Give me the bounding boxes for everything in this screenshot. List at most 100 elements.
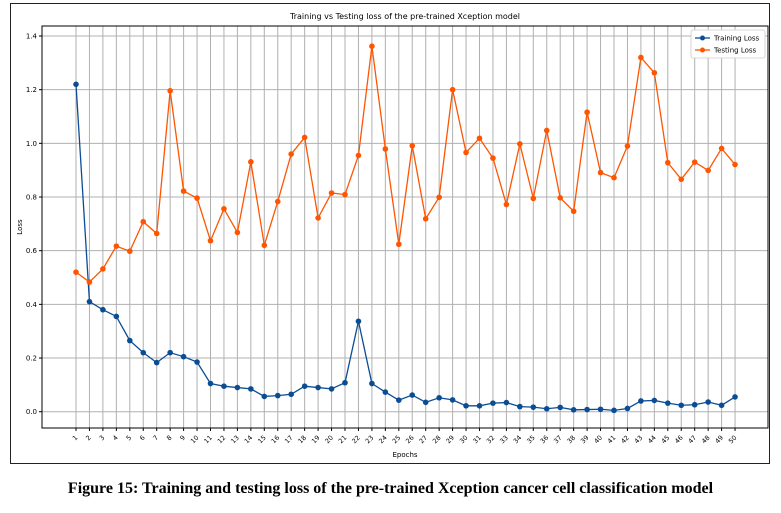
training-loss-point bbox=[73, 81, 79, 88]
training-loss-point bbox=[584, 406, 590, 413]
plot-area bbox=[41, 25, 769, 429]
y-tick-label: 1.0 bbox=[26, 140, 37, 148]
training-loss-point bbox=[732, 394, 738, 400]
training-loss-point bbox=[651, 397, 658, 404]
training-loss-point bbox=[678, 402, 685, 409]
training-loss-point bbox=[301, 383, 308, 390]
testing-loss-point bbox=[328, 190, 335, 196]
y-tick-label: 0.4 bbox=[26, 301, 38, 309]
y-tick-label: 1.4 bbox=[26, 33, 38, 41]
x-tick-label: 41 bbox=[606, 434, 618, 446]
testing-loss-point bbox=[167, 87, 173, 94]
training-loss-point bbox=[503, 399, 510, 406]
training-loss-point bbox=[86, 298, 93, 305]
training-loss-point bbox=[705, 399, 711, 405]
figure-caption: Figure 15: Training and testing loss of … bbox=[67, 480, 714, 497]
training-loss-point bbox=[449, 397, 456, 403]
x-tick-label: 48 bbox=[700, 434, 712, 446]
x-tick-label: 15 bbox=[256, 434, 268, 446]
training-loss-point bbox=[382, 389, 389, 395]
legend-label: Testing Loss bbox=[713, 47, 757, 55]
testing-loss-point bbox=[100, 266, 106, 272]
x-tick-label: 23 bbox=[364, 434, 376, 446]
training-loss-point bbox=[342, 379, 348, 386]
training-loss-point bbox=[490, 400, 496, 406]
testing-loss-point bbox=[207, 237, 214, 244]
x-tick-label: 16 bbox=[270, 434, 282, 446]
training-loss-point bbox=[597, 406, 604, 413]
x-axis-label: Epochs bbox=[392, 451, 417, 459]
y-tick-label: 0.6 bbox=[26, 247, 38, 255]
training-loss-point bbox=[463, 402, 469, 409]
x-tick-label: 19 bbox=[310, 434, 322, 446]
x-tick-label: 4 bbox=[111, 434, 120, 443]
x-tick-label: 32 bbox=[485, 434, 497, 446]
testing-loss-point bbox=[234, 229, 241, 236]
testing-loss-point bbox=[638, 54, 644, 61]
testing-loss-point bbox=[342, 191, 348, 198]
legend-label: Training Loss bbox=[713, 35, 760, 43]
testing-loss-point bbox=[490, 155, 496, 161]
x-tick-label: 45 bbox=[660, 434, 672, 446]
x-tick-label: 38 bbox=[566, 434, 578, 446]
testing-loss-point bbox=[422, 215, 429, 222]
x-tick-label: 17 bbox=[283, 434, 295, 446]
training-loss-point bbox=[570, 407, 577, 413]
x-tick-label: 3 bbox=[98, 434, 107, 443]
training-loss-point bbox=[194, 359, 200, 365]
x-tick-label: 42 bbox=[619, 434, 631, 446]
testing-loss-point bbox=[140, 218, 147, 225]
y-tick-label: 0.0 bbox=[26, 408, 37, 416]
training-loss-point bbox=[328, 386, 335, 392]
x-tick-label: 2 bbox=[84, 434, 93, 443]
x-tick-label: 1 bbox=[71, 434, 80, 443]
testing-loss-point bbox=[476, 135, 483, 142]
training-loss-point bbox=[127, 337, 133, 344]
x-tick-label: 22 bbox=[350, 434, 362, 446]
y-tick-label: 0.8 bbox=[26, 194, 37, 202]
x-tick-label: 39 bbox=[579, 434, 591, 446]
testing-loss-point bbox=[194, 195, 200, 201]
x-tick-label: 46 bbox=[673, 434, 685, 446]
testing-loss-point bbox=[436, 194, 442, 201]
testing-loss-point bbox=[248, 159, 254, 165]
testing-loss-point bbox=[530, 195, 537, 202]
legend-box bbox=[690, 29, 766, 59]
testing-loss-point bbox=[355, 152, 362, 159]
testing-loss-point bbox=[127, 248, 133, 255]
training-loss-point bbox=[274, 392, 281, 399]
testing-loss-point bbox=[517, 141, 523, 147]
x-tick-label: 24 bbox=[377, 434, 389, 446]
testing-loss-point bbox=[382, 146, 389, 152]
testing-loss-point bbox=[274, 198, 281, 205]
testing-loss-point bbox=[315, 215, 321, 221]
x-tick-label: 29 bbox=[445, 434, 457, 446]
training-loss-point bbox=[315, 384, 321, 391]
x-tick-label: 33 bbox=[498, 434, 510, 446]
training-loss-point bbox=[396, 397, 402, 403]
training-loss-point bbox=[517, 403, 523, 410]
testing-loss-point bbox=[651, 69, 658, 76]
legend-marker bbox=[700, 47, 705, 53]
testing-loss-point bbox=[221, 206, 227, 212]
testing-loss-point bbox=[261, 242, 268, 249]
training-loss-point bbox=[476, 402, 483, 409]
x-tick-label: 28 bbox=[431, 434, 443, 446]
training-loss-point bbox=[100, 306, 106, 313]
x-tick-label: 40 bbox=[592, 434, 604, 446]
testing-loss-point bbox=[463, 149, 469, 156]
training-loss-point bbox=[665, 400, 671, 406]
training-loss-point bbox=[718, 402, 725, 409]
training-loss-point bbox=[167, 349, 173, 356]
testing-loss-point bbox=[691, 159, 698, 165]
testing-loss-point bbox=[86, 279, 93, 285]
training-loss-point bbox=[543, 405, 550, 412]
x-tick-label: 35 bbox=[525, 434, 537, 446]
testing-loss-point bbox=[665, 159, 671, 166]
x-tick-label: 49 bbox=[714, 434, 726, 446]
x-tick-label: 18 bbox=[297, 434, 309, 446]
training-loss-point bbox=[624, 405, 631, 412]
x-tick-label: 9 bbox=[178, 434, 187, 443]
testing-loss-point bbox=[503, 201, 510, 208]
testing-loss-point bbox=[288, 151, 295, 157]
